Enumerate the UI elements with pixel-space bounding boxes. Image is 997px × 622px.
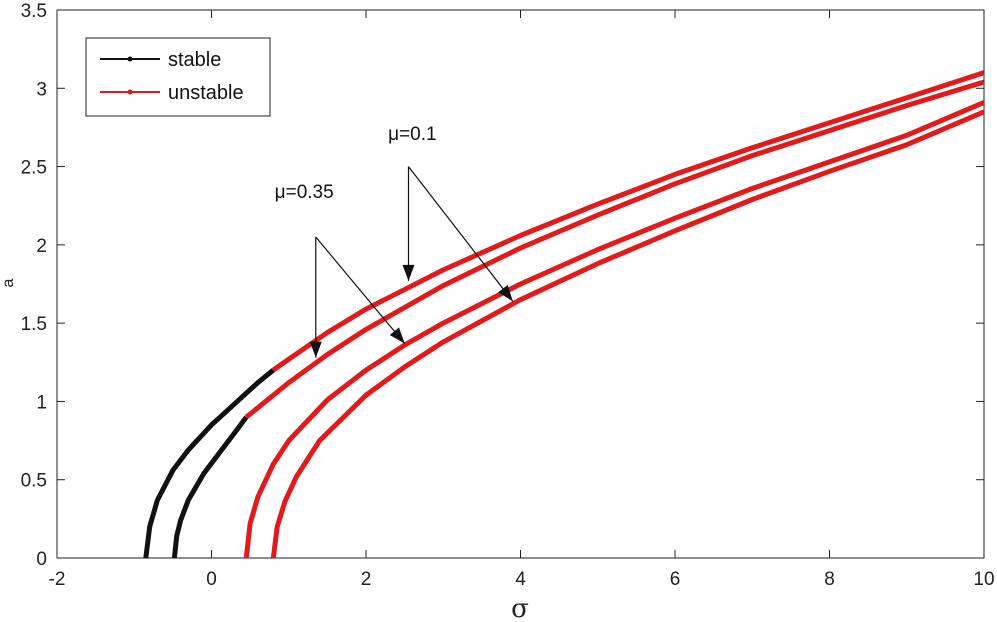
x-tick-label: 6	[670, 569, 681, 590]
series-line-outer-upper-stable	[143, 368, 275, 559]
series-line-outer-upper-unstable	[271, 70, 985, 373]
x-tick-label: 4	[515, 569, 526, 590]
x-tick-label: 10	[973, 569, 994, 590]
annotation-arrowhead	[389, 327, 405, 344]
series-line-outer-lower-unstable	[244, 79, 985, 420]
annotations: μ=0.35 μ=0.1	[275, 124, 514, 358]
y-tick-label: 3.5	[21, 1, 47, 22]
series-lines	[143, 70, 985, 559]
annotation-label: μ=0.35	[275, 182, 334, 203]
series-line-inner-lower-unstable	[270, 109, 985, 559]
x-tick-label: 0	[206, 569, 217, 590]
y-tick-label: 0	[36, 549, 47, 570]
legend-box	[85, 37, 271, 117]
y-tick-label: 0.5	[21, 471, 47, 492]
annotation-arrow-line	[408, 166, 514, 302]
x-axis-label: σ	[511, 594, 529, 622]
legend-label-unstable: unstable	[168, 82, 244, 104]
y-tick-label: 1.5	[21, 314, 47, 335]
y-tick-label: 2.5	[21, 158, 47, 179]
annotation-arrowhead	[498, 284, 513, 302]
series-line-outer-lower-stable	[171, 415, 249, 559]
y-tick-label: 1	[36, 392, 47, 413]
x-tick-label: 8	[824, 569, 835, 590]
x-tick-label: -2	[49, 569, 66, 590]
y-axis-label: a	[0, 278, 17, 287]
annotation-arrowhead	[309, 341, 322, 358]
annotation-arrowhead	[402, 264, 415, 281]
annotation-arrow-line	[315, 236, 406, 344]
x-tick-label: 2	[361, 569, 372, 590]
legend-label-stable: stable	[168, 49, 221, 71]
y-tick-label: 2	[36, 236, 47, 257]
series-line-inner-upper-unstable	[243, 100, 985, 559]
annotation-label: μ=0.1	[388, 124, 436, 145]
legend-stable-marker	[127, 56, 133, 62]
legend: stable unstable	[85, 37, 271, 117]
y-tick-label: 3	[36, 79, 47, 100]
legend-unstable-marker	[127, 89, 133, 95]
